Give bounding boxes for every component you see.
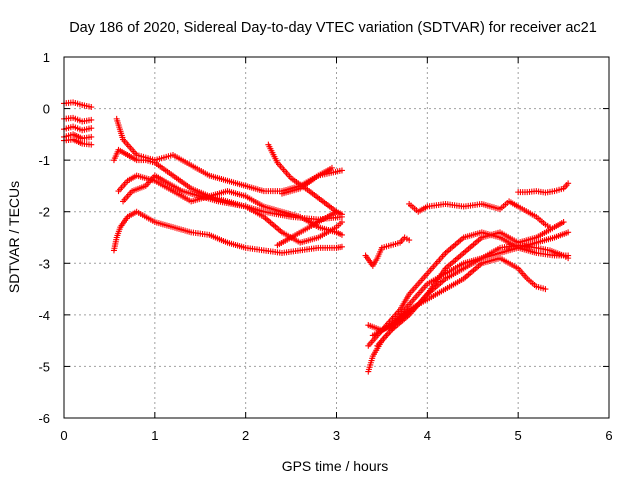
data-point-marker: [338, 167, 345, 174]
series-s22: [515, 180, 572, 196]
data-point-marker: [565, 229, 572, 236]
y-tick-label: -3: [38, 256, 50, 271]
data-point-marker: [328, 164, 335, 171]
y-tick-label: 0: [43, 102, 50, 117]
data-point-marker: [338, 211, 345, 218]
data-points: [61, 99, 572, 375]
series-s6: [110, 208, 345, 256]
data-point-marker: [565, 255, 572, 262]
y-tick-label: -5: [38, 359, 50, 374]
y-axis-label: SDTVAR / TECUs: [6, 181, 22, 293]
x-tick-label: 6: [605, 428, 612, 443]
data-point-marker: [88, 141, 95, 148]
data-point-marker: [546, 224, 553, 231]
x-tick-label: 5: [515, 428, 522, 443]
series-s15: [378, 234, 413, 251]
data-point-marker: [88, 125, 95, 132]
series-s12: [274, 208, 340, 249]
x-axis-label: GPS time / hours: [282, 458, 389, 474]
data-point-marker: [88, 104, 95, 111]
y-tick-label: -4: [38, 308, 50, 323]
data-point-marker: [338, 219, 345, 226]
x-tick-label: 2: [242, 428, 249, 443]
data-point-marker: [565, 180, 572, 187]
chart-title: Day 186 of 2020, Sidereal Day-to-day VTE…: [69, 20, 597, 36]
axis-ticks: 0 1 2 3 4 5 6 1 0 -1 -2 -3 -4 -5 -6: [38, 50, 612, 443]
y-tick-label: -1: [38, 153, 50, 168]
data-point-marker: [560, 219, 567, 226]
data-point-marker: [88, 133, 95, 140]
series-s5: [61, 136, 95, 148]
x-tick-label: 4: [424, 428, 431, 443]
x-tick-label: 0: [60, 428, 67, 443]
data-point-marker: [88, 116, 95, 123]
data-point-marker: [333, 208, 340, 215]
y-tick-label: 1: [43, 50, 50, 65]
series-s21: [406, 198, 553, 231]
series-s11: [265, 141, 345, 218]
y-tick-label: -2: [38, 205, 50, 220]
data-point-marker: [542, 286, 549, 293]
x-tick-label: 3: [333, 428, 340, 443]
data-point-marker: [406, 237, 413, 244]
y-tick-label: -6: [38, 411, 50, 426]
data-point-marker: [338, 243, 345, 250]
data-point-marker: [338, 231, 345, 238]
series-s13: [279, 164, 335, 197]
x-tick-label: 1: [151, 428, 158, 443]
series-s10: [120, 172, 345, 246]
series-s9: [115, 172, 345, 238]
